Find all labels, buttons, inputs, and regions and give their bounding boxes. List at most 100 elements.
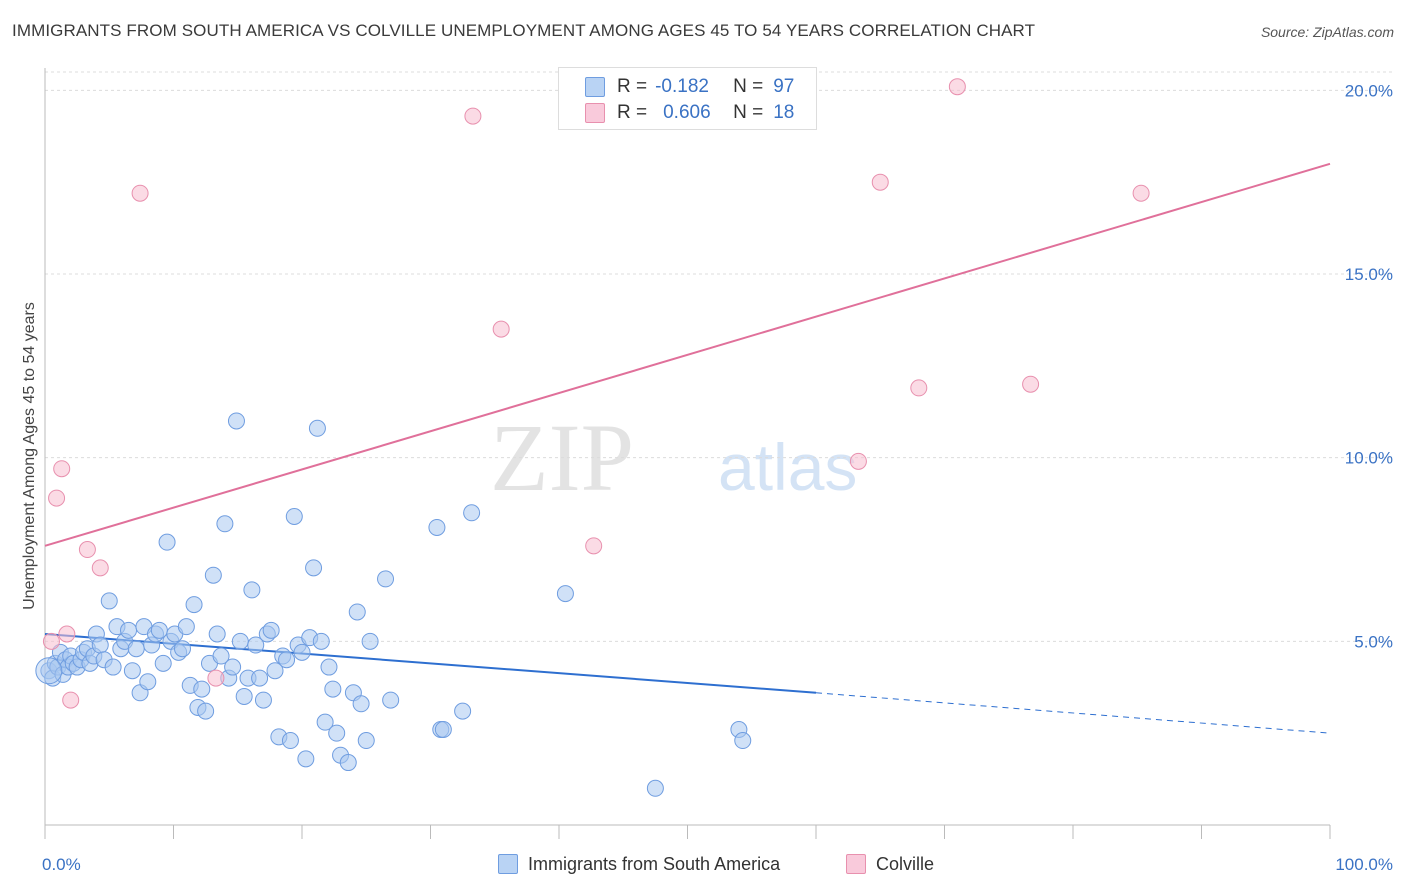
- point-south-america: [154, 654, 172, 672]
- point-south-america: [173, 640, 191, 658]
- point-colville: [464, 107, 482, 125]
- point-south-america: [139, 673, 157, 691]
- point-south-america: [100, 592, 118, 610]
- legend-n-label: N =: [733, 76, 764, 97]
- x-tick-label: 100.0%: [1335, 855, 1393, 874]
- point-south-america: [357, 732, 375, 750]
- watermark-atlas: atlas: [718, 430, 857, 504]
- legend-swatch-pink: [585, 103, 605, 123]
- point-south-america: [305, 559, 323, 577]
- bottom-legend-south-america: Immigrants from South America: [498, 852, 780, 876]
- point-south-america: [281, 732, 299, 750]
- point-south-america: [185, 596, 203, 614]
- legend-n-value: 18: [773, 102, 795, 123]
- point-south-america: [328, 724, 346, 742]
- x-tick-label: 0.0%: [42, 855, 81, 874]
- point-south-america: [120, 621, 138, 639]
- point-colville: [1132, 184, 1150, 202]
- point-colville: [1022, 375, 1040, 393]
- point-south-america: [348, 603, 366, 621]
- point-south-america: [123, 662, 141, 680]
- bottom-legend-label: Immigrants from South America: [528, 853, 781, 874]
- source-credit: Source: ZipAtlas.com: [1260, 24, 1394, 40]
- point-south-america: [320, 658, 338, 676]
- chart-title: IMMIGRANTS FROM SOUTH AMERICA VS COLVILL…: [12, 21, 1036, 40]
- point-south-america: [297, 750, 315, 768]
- point-south-america: [247, 636, 265, 654]
- point-south-america: [339, 754, 357, 772]
- point-south-america: [231, 632, 249, 650]
- point-south-america: [293, 643, 311, 661]
- point-colville: [78, 541, 96, 559]
- data-points: [35, 78, 1150, 797]
- point-colville: [849, 452, 867, 470]
- legend-r-value: -0.182: [655, 76, 709, 97]
- point-south-america: [312, 632, 330, 650]
- legend-row-colville: R = 0.606 N = 18: [585, 101, 794, 125]
- point-south-america: [91, 636, 109, 654]
- point-south-america: [382, 691, 400, 709]
- point-south-america: [212, 647, 230, 665]
- point-south-america: [361, 632, 379, 650]
- point-south-america: [204, 566, 222, 584]
- y-tick-label: 20.0%: [1345, 81, 1393, 100]
- axes: [44, 68, 1331, 839]
- point-south-america: [556, 585, 574, 603]
- point-south-america: [197, 702, 215, 720]
- gridlines: [45, 71, 1395, 642]
- y-tick-label: 10.0%: [1345, 449, 1393, 468]
- point-south-america: [262, 621, 280, 639]
- point-colville: [871, 173, 889, 191]
- y-tick-label: 15.0%: [1345, 265, 1393, 284]
- point-south-america: [324, 680, 342, 698]
- point-colville: [91, 559, 109, 577]
- point-south-america: [352, 695, 370, 713]
- point-colville: [585, 537, 603, 555]
- point-south-america: [243, 581, 261, 599]
- point-colville: [492, 320, 510, 338]
- point-south-america: [193, 680, 211, 698]
- point-south-america: [285, 507, 303, 525]
- bottom-legend-swatch-blue: [498, 854, 518, 874]
- legend-row-south-america: R = -0.182 N = 97: [585, 75, 794, 99]
- point-south-america: [646, 779, 664, 797]
- point-south-america: [266, 662, 284, 680]
- trend-line-colville: [44, 162, 1331, 547]
- point-south-america: [127, 640, 145, 658]
- point-south-america: [377, 570, 395, 588]
- point-south-america: [254, 691, 272, 709]
- point-south-america: [278, 651, 296, 669]
- point-south-america: [316, 713, 334, 731]
- point-colville: [948, 78, 966, 96]
- point-south-america: [235, 687, 253, 705]
- point-south-america: [251, 669, 269, 687]
- point-south-america: [434, 720, 452, 738]
- point-south-america: [224, 658, 242, 676]
- point-south-america: [158, 533, 176, 551]
- bottom-legend-swatch-pink: [846, 854, 866, 874]
- point-colville: [131, 184, 149, 202]
- point-colville: [207, 669, 225, 687]
- point-colville: [53, 460, 71, 478]
- legend-r-label: R =: [617, 102, 648, 123]
- point-south-america: [177, 618, 195, 636]
- bottom-legend-colville: Colville: [846, 852, 934, 876]
- legend-n-label: N =: [733, 102, 764, 123]
- point-south-america: [734, 732, 752, 750]
- y-axis-label: Unemployment Among Ages 45 to 54 years: [21, 302, 38, 610]
- point-colville: [58, 625, 76, 643]
- point-south-america: [454, 702, 472, 720]
- bottom-legend-label: Colville: [876, 853, 935, 874]
- legend-r-value: 0.606: [663, 102, 711, 123]
- point-south-america: [208, 625, 226, 643]
- point-south-america: [308, 419, 326, 437]
- point-south-america: [35, 657, 63, 685]
- trend-line-south-america-extension: [815, 692, 1331, 734]
- point-south-america: [428, 518, 446, 536]
- legend-n-value: 97: [773, 76, 795, 97]
- point-south-america: [104, 658, 122, 676]
- point-colville: [62, 691, 80, 709]
- point-south-america: [227, 412, 245, 430]
- point-colville: [42, 632, 60, 650]
